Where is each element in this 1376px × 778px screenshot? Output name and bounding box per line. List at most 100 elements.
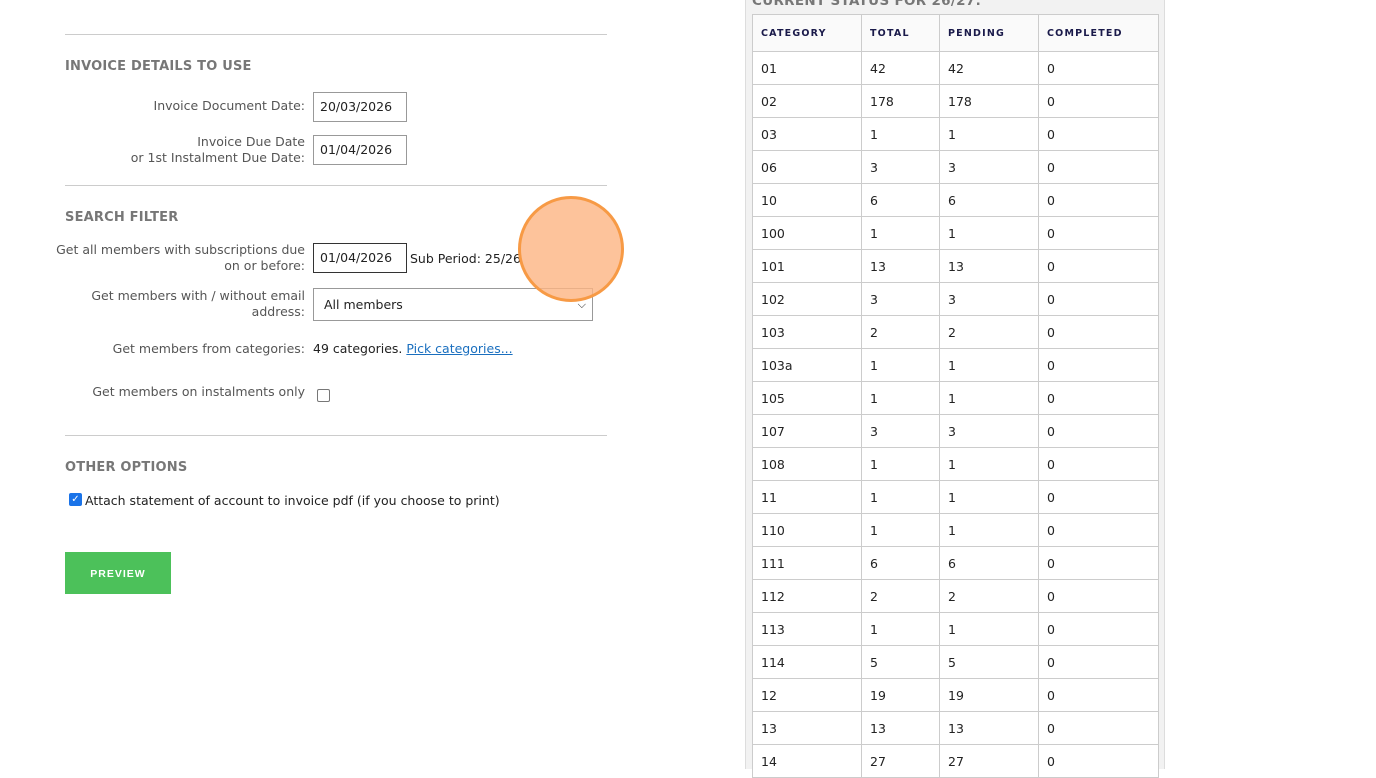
- table-cell: 27: [861, 744, 940, 778]
- table-cell: 13: [861, 249, 940, 283]
- table-cell: 3: [939, 414, 1039, 448]
- table-cell: 3: [861, 414, 940, 448]
- table-row: 01 42 42 0: [752, 51, 1159, 85]
- table-cell: 1: [861, 117, 940, 151]
- table-cell: 06: [752, 150, 862, 184]
- table-row: 03 1 1 0: [752, 117, 1159, 151]
- categories-label: Get members from categories:: [112, 341, 305, 356]
- table-cell: 0: [1038, 546, 1159, 580]
- email-filter-select[interactable]: All members ⌵: [313, 288, 593, 321]
- due-date-input[interactable]: 01/04/2026: [313, 135, 407, 165]
- search-filter-heading: SEARCH FILTER: [65, 210, 179, 225]
- table-cell: 103: [752, 315, 862, 349]
- table-cell: 1: [939, 117, 1039, 151]
- table-cell: 0: [1038, 678, 1159, 712]
- table-row: 13 13 13 0: [752, 711, 1159, 745]
- table-cell: 111: [752, 546, 862, 580]
- table-row: 105 1 1 0: [752, 381, 1159, 415]
- table-row: 103 2 2 0: [752, 315, 1159, 349]
- table-cell: 1: [861, 513, 940, 547]
- status-title: CURRENT STATUS FOR 26/27:: [752, 0, 982, 9]
- table-cell: 1: [939, 447, 1039, 481]
- due-before-label-line1: Get all members with subscriptions due: [56, 242, 305, 257]
- table-cell: 0: [1038, 348, 1159, 382]
- table-cell: 0: [1038, 744, 1159, 778]
- table-cell: 1: [939, 216, 1039, 250]
- table-cell: 42: [939, 51, 1039, 85]
- table-cell: 3: [939, 282, 1039, 316]
- email-filter-value: All members: [324, 297, 403, 312]
- table-cell: 0: [1038, 315, 1159, 349]
- table-cell: 6: [861, 546, 940, 580]
- categories-info: 49 categories. Pick categories...: [313, 341, 513, 356]
- table-cell: 0: [1038, 51, 1159, 85]
- preview-button[interactable]: PREVIEW: [65, 552, 171, 594]
- table-cell: 1: [939, 612, 1039, 646]
- table-row: 107 3 3 0: [752, 414, 1159, 448]
- sub-period-text: Sub Period: 25/26: [410, 251, 521, 266]
- doc-date-label: Invoice Document Date:: [153, 98, 305, 113]
- table-cell: 0: [1038, 645, 1159, 679]
- table-cell: 178: [861, 84, 940, 118]
- table-cell: 0: [1038, 183, 1159, 217]
- table-cell: 2: [939, 315, 1039, 349]
- column-header: COMPLETED: [1038, 14, 1159, 52]
- table-cell: 10: [752, 183, 862, 217]
- table-cell: 2: [861, 579, 940, 613]
- table-row: 113 1 1 0: [752, 612, 1159, 646]
- table-row: 112 2 2 0: [752, 579, 1159, 613]
- table-cell: 105: [752, 381, 862, 415]
- table-cell: 0: [1038, 513, 1159, 547]
- table-cell: 42: [861, 51, 940, 85]
- table-cell: 1: [939, 480, 1039, 514]
- table-cell: 0: [1038, 117, 1159, 151]
- due-before-input[interactable]: 01/04/2026: [313, 243, 407, 273]
- table-cell: 6: [939, 183, 1039, 217]
- divider: [65, 185, 607, 186]
- table-row: 102 3 3 0: [752, 282, 1159, 316]
- table-cell: 112: [752, 579, 862, 613]
- table-cell: 27: [939, 744, 1039, 778]
- instalments-label: Get members on instalments only: [92, 384, 305, 399]
- table-cell: 1: [939, 513, 1039, 547]
- invoice-details-heading: INVOICE DETAILS TO USE: [65, 59, 252, 74]
- attach-statement-label: Attach statement of account to invoice p…: [85, 493, 500, 508]
- table-cell: 13: [861, 711, 940, 745]
- due-date-label-line1: Invoice Due Date: [197, 134, 305, 149]
- table-cell: 1: [861, 216, 940, 250]
- due-before-label-line2: on or before:: [224, 258, 305, 273]
- table-row: 103a 1 1 0: [752, 348, 1159, 382]
- table-cell: 19: [861, 678, 940, 712]
- table-cell: 108: [752, 447, 862, 481]
- divider: [65, 435, 607, 436]
- table-row: 12 19 19 0: [752, 678, 1159, 712]
- table-cell: 0: [1038, 282, 1159, 316]
- table-cell: 2: [939, 579, 1039, 613]
- table-row: 111 6 6 0: [752, 546, 1159, 580]
- table-row: 110 1 1 0: [752, 513, 1159, 547]
- table-cell: 103a: [752, 348, 862, 382]
- table-cell: 6: [939, 546, 1039, 580]
- instalments-checkbox[interactable]: [317, 389, 330, 402]
- table-cell: 13: [939, 249, 1039, 283]
- column-header: CATEGORY: [752, 14, 862, 52]
- table-cell: 0: [1038, 711, 1159, 745]
- due-before-label: Get all members with subscriptions due on…: [56, 242, 305, 274]
- attach-statement-checkbox[interactable]: ✓: [69, 493, 82, 506]
- table-cell: 0: [1038, 579, 1159, 613]
- table-cell: 1: [861, 612, 940, 646]
- table-row: 101 13 13 0: [752, 249, 1159, 283]
- table-cell: 11: [752, 480, 862, 514]
- table-row: 11 1 1 0: [752, 480, 1159, 514]
- column-header: PENDING: [939, 14, 1039, 52]
- table-cell: 12: [752, 678, 862, 712]
- table-cell: 107: [752, 414, 862, 448]
- table-cell: 3: [861, 282, 940, 316]
- categories-count: 49 categories.: [313, 341, 403, 356]
- pick-categories-link[interactable]: Pick categories...: [406, 341, 513, 356]
- doc-date-input[interactable]: 20/03/2026: [313, 92, 407, 122]
- table-cell: 2: [861, 315, 940, 349]
- table-cell: 102: [752, 282, 862, 316]
- table-cell: 0: [1038, 150, 1159, 184]
- table-row: 100 1 1 0: [752, 216, 1159, 250]
